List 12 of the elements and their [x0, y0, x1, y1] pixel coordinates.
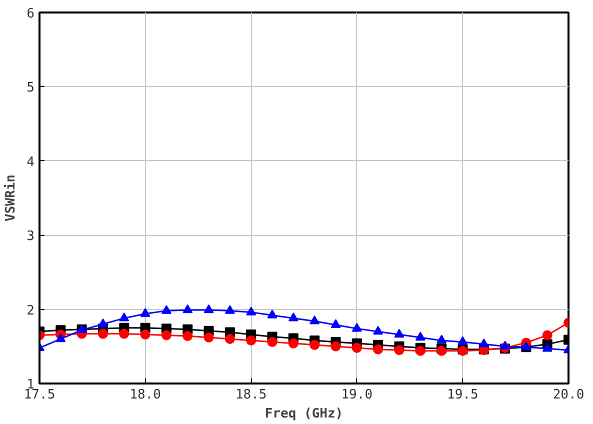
y-tick-label: 4 — [26, 154, 35, 170]
x-tick-label: 18.5 — [235, 388, 267, 402]
y-tick-label: 5 — [26, 80, 34, 96]
x-axis-title: Freq (GHz) — [264, 406, 344, 422]
x-tick-label: 20.0 — [552, 388, 584, 402]
y-axis-title: VSWRin — [4, 174, 19, 222]
y-tick-label: 6 — [26, 6, 34, 22]
x-tick-label: 19.0 — [341, 388, 373, 402]
y-tick-label: 2 — [26, 303, 34, 318]
x-tick-label: 18.0 — [130, 388, 161, 402]
y-tick-label: 3 — [26, 229, 34, 244]
x-tick-label: 19.5 — [447, 388, 478, 402]
